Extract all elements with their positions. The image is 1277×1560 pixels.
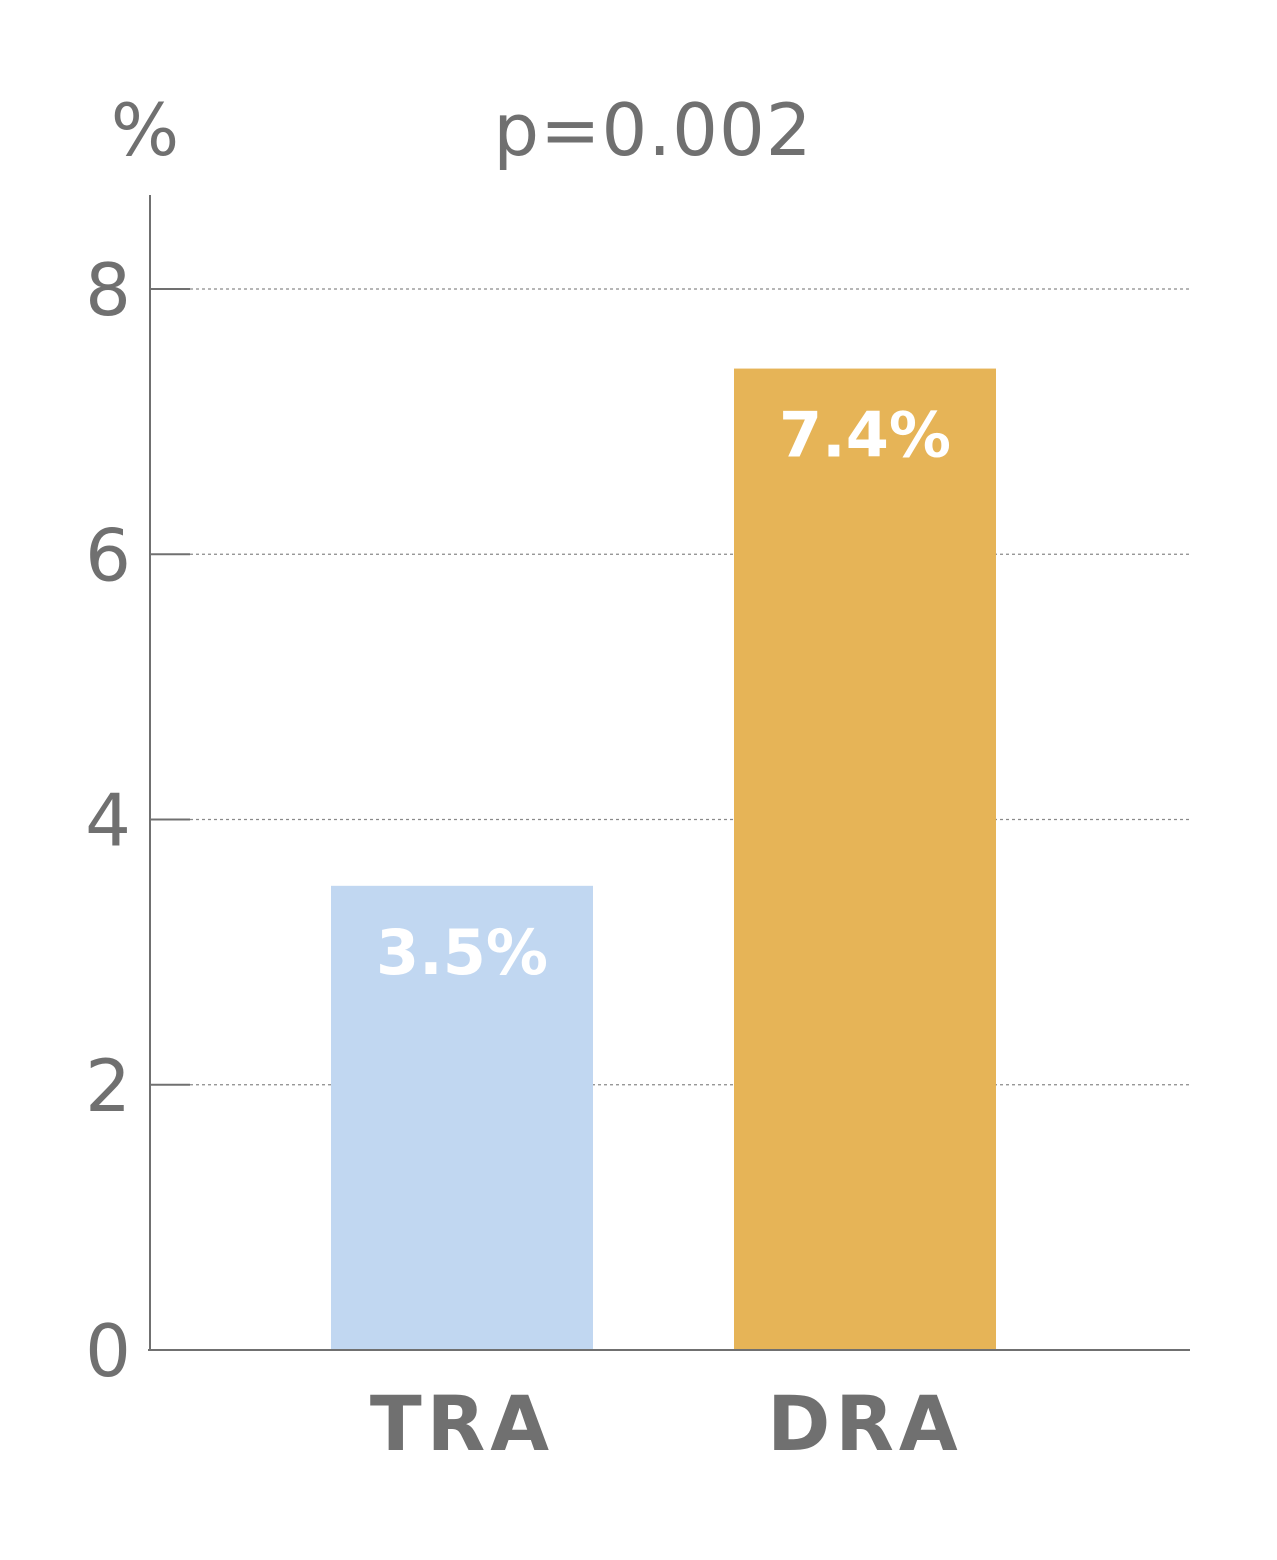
data-label-dra: 7.4%	[779, 399, 951, 472]
p-value-annotation: p=0.002	[493, 88, 812, 172]
axes	[148, 195, 1190, 1351]
y-tick-label-6: 6	[85, 513, 131, 597]
data-label-tra: 3.5%	[376, 916, 548, 989]
bars	[331, 368, 996, 1350]
bar-tra	[331, 885, 593, 1350]
labels: 0 2 4 6 8 3.5% TRA 7.4% DRA	[85, 248, 962, 1468]
gridlines	[190, 288, 1190, 1086]
bar-dra	[734, 368, 996, 1350]
y-tick-label-2: 2	[85, 1044, 131, 1128]
y-unit-label: %	[111, 88, 179, 172]
x-category-label-dra: DRA	[767, 1379, 962, 1468]
y-tick-label-8: 8	[85, 248, 131, 332]
y-tick-label-4: 4	[85, 779, 131, 863]
x-category-label-tra: TRA	[370, 1379, 554, 1468]
y-tick-label-0: 0	[85, 1309, 131, 1393]
